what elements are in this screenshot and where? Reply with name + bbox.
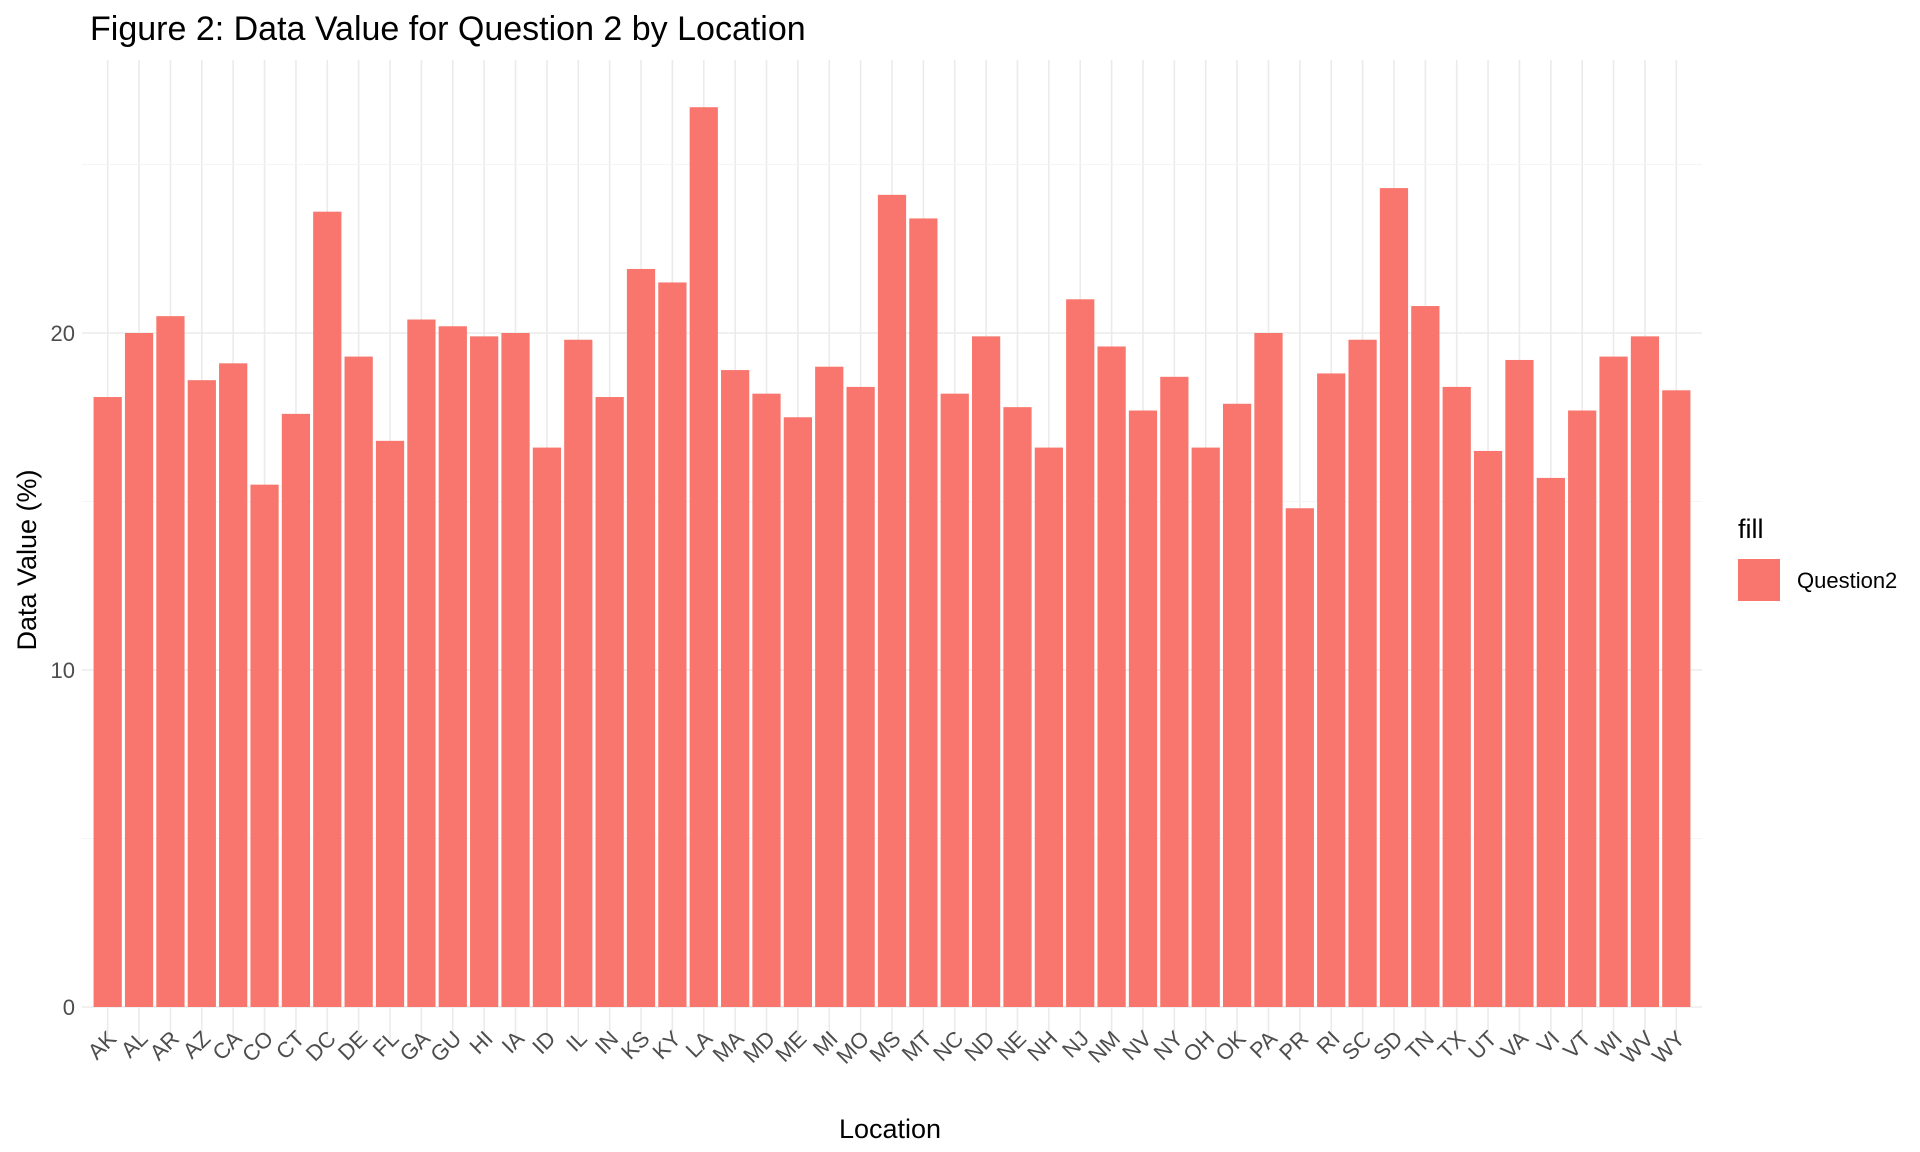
bar-il — [564, 339, 593, 1007]
bar-tx — [1442, 386, 1471, 1007]
bar-ny — [1160, 376, 1189, 1007]
y-tick-label: 10 — [51, 658, 75, 683]
bar-ca — [219, 363, 248, 1008]
bar-wv — [1630, 336, 1660, 1007]
bar-in — [595, 397, 624, 1007]
bars-layer — [93, 107, 1691, 1008]
bar-ak — [93, 397, 122, 1007]
x-tick-label: VA — [1496, 1026, 1534, 1064]
x-tick-label: ID — [527, 1026, 560, 1059]
bar-nv — [1128, 410, 1158, 1007]
x-tick-label: WY — [1647, 1026, 1690, 1069]
bar-nd — [972, 336, 1001, 1007]
bar-ks — [626, 268, 656, 1008]
bar-al — [124, 333, 154, 1007]
x-tick-label: NH — [1022, 1026, 1062, 1066]
bar-de — [344, 356, 373, 1008]
bar-wi — [1599, 356, 1628, 1008]
bar-fl — [375, 440, 405, 1008]
x-tick-label: IN — [590, 1026, 623, 1059]
bar-ms — [877, 194, 907, 1007]
y-axis-title: Data Value (%) — [12, 469, 42, 650]
bar-ma — [721, 370, 750, 1007]
bar-ok — [1222, 403, 1252, 1007]
bar-id — [532, 447, 562, 1008]
x-tick-label: VI — [1532, 1026, 1564, 1058]
bar-mi — [815, 366, 844, 1007]
bar-me — [783, 417, 812, 1007]
bar-tn — [1411, 306, 1440, 1007]
bar-nh — [1034, 447, 1063, 1008]
bar-dc — [313, 211, 342, 1007]
legend-swatch — [1738, 559, 1780, 601]
bar-ut — [1473, 450, 1503, 1007]
bar-ri — [1317, 373, 1346, 1007]
y-tick-label: 0 — [63, 995, 75, 1020]
bar-ia — [501, 333, 530, 1007]
y-axis-ticks: 0 10 20 — [51, 321, 75, 1020]
legend-title: fill — [1738, 514, 1764, 544]
x-tick-label: DE — [333, 1026, 372, 1065]
bar-gu — [438, 326, 467, 1007]
bar-sc — [1348, 339, 1377, 1007]
bar-va — [1505, 359, 1534, 1008]
chart-title: Figure 2: Data Value for Question 2 by L… — [90, 10, 806, 48]
legend-label: Question2 — [1797, 568, 1897, 593]
x-tick-label: IL — [561, 1026, 592, 1057]
bar-vt — [1568, 410, 1597, 1007]
bar-sd — [1379, 188, 1409, 1008]
bar-az — [187, 380, 216, 1007]
bar-pr — [1285, 508, 1314, 1007]
bar-hi — [470, 336, 499, 1007]
x-tick-label: GU — [425, 1026, 466, 1067]
bar-pa — [1254, 333, 1283, 1007]
bar-ga — [407, 319, 436, 1007]
bar-wy — [1662, 390, 1691, 1007]
bar-md — [752, 393, 781, 1007]
bar-ct — [281, 413, 311, 1007]
bar-ne — [1003, 407, 1032, 1007]
bar-ky — [658, 282, 687, 1007]
x-tick-label: RI — [1312, 1026, 1345, 1059]
x-axis-title: Location — [839, 1114, 941, 1144]
x-tick-label: HI — [464, 1026, 497, 1059]
bar-la — [689, 107, 718, 1007]
bar-nm — [1097, 346, 1126, 1008]
bar-nc — [940, 393, 969, 1007]
x-tick-label: IA — [497, 1026, 530, 1059]
bar-oh — [1191, 447, 1220, 1008]
x-tick-label: ME — [770, 1026, 811, 1067]
x-tick-label: PR — [1274, 1026, 1313, 1065]
legend: fill Question2 — [1738, 514, 1897, 601]
bar-mt — [909, 218, 938, 1008]
y-tick-label: 20 — [51, 321, 75, 346]
bar-nj — [1066, 299, 1095, 1007]
bar-ar — [156, 316, 185, 1007]
bar-vi — [1536, 477, 1565, 1007]
bar-co — [250, 484, 279, 1007]
bar-mo — [846, 386, 875, 1007]
